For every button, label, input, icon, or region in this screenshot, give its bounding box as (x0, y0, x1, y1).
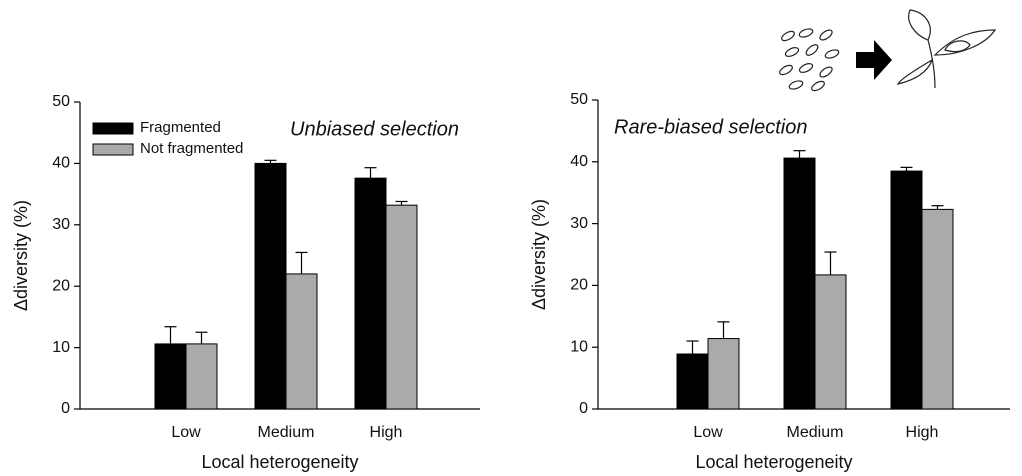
bar (285, 273, 318, 410)
bar (354, 177, 387, 410)
y-tick-label: 40 (570, 153, 588, 170)
y-tick-label: 50 (52, 93, 70, 110)
seed-to-plant-icon (778, 9, 997, 92)
bar (921, 208, 954, 410)
y-tick-label: 20 (52, 277, 70, 294)
legend-swatch (92, 143, 134, 156)
y-axis-label: Δdiversity (%) (529, 199, 549, 310)
legend-swatch (92, 122, 134, 135)
bar (814, 274, 847, 410)
y-tick-label: 20 (570, 277, 588, 294)
bar (707, 338, 740, 410)
y-tick-label: 10 (52, 339, 70, 356)
y-tick-label: 0 (61, 400, 70, 417)
bar (890, 170, 923, 410)
bar (254, 162, 287, 410)
x-axis-label: Local heterogeneity (695, 452, 852, 472)
y-tick-label: 10 (570, 338, 588, 355)
bar (385, 204, 418, 410)
annotation: Rare-biased selection (614, 116, 807, 138)
bar (783, 157, 816, 410)
x-axis-label: Local heterogeneity (201, 452, 358, 472)
y-tick-label: 40 (52, 155, 70, 172)
y-tick-label: 30 (570, 215, 588, 232)
legend-label: Not fragmented (140, 140, 243, 157)
y-axis-label: Δdiversity (%) (11, 200, 31, 311)
x-tick-label: Medium (787, 424, 844, 441)
bar (154, 343, 187, 410)
y-tick-label: 50 (570, 91, 588, 108)
legend-label: Fragmented (140, 119, 221, 136)
annotation: Unbiased selection (290, 118, 459, 140)
x-tick-label: Medium (258, 424, 315, 441)
x-tick-label: High (370, 424, 403, 441)
x-tick-label: High (906, 424, 939, 441)
y-tick-label: 30 (52, 216, 70, 233)
x-tick-label: Low (171, 424, 201, 441)
bar (676, 353, 709, 410)
y-tick-label: 0 (579, 400, 588, 417)
x-tick-label: Low (693, 424, 723, 441)
bar (185, 343, 218, 410)
